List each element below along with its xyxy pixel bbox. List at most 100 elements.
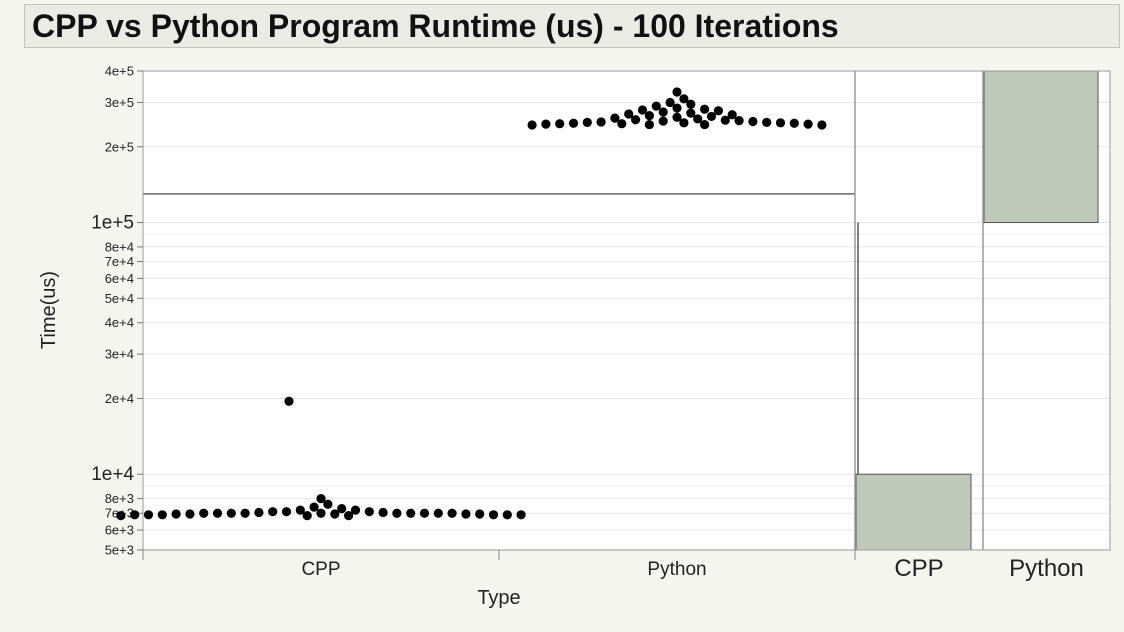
data-point-python bbox=[610, 113, 620, 123]
data-point-python bbox=[658, 107, 668, 117]
data-point-python bbox=[700, 119, 710, 130]
data-point-python bbox=[541, 119, 551, 129]
data-point-python bbox=[727, 110, 737, 120]
data-point-cpp bbox=[516, 510, 526, 520]
data-point-python bbox=[817, 120, 827, 130]
data-point-python bbox=[762, 117, 772, 127]
data-point-cpp bbox=[268, 507, 278, 517]
data-point-python bbox=[679, 118, 689, 128]
data-point-cpp bbox=[130, 510, 140, 520]
y-tick-label: 1e+5 bbox=[91, 213, 134, 234]
data-point-python bbox=[527, 120, 537, 130]
data-point-python bbox=[700, 104, 710, 114]
data-point-python bbox=[775, 118, 786, 128]
data-point-cpp bbox=[316, 494, 326, 504]
data-point-python bbox=[679, 94, 689, 104]
y-tick-label: 2e+5 bbox=[105, 139, 134, 154]
y-tick-label: 8e+4 bbox=[105, 239, 134, 254]
data-point-cpp bbox=[284, 396, 294, 406]
data-point-python bbox=[686, 99, 696, 109]
y-tick-label: 6e+3 bbox=[105, 523, 134, 538]
data-point-python bbox=[617, 119, 627, 129]
data-point-python bbox=[672, 112, 682, 122]
data-point-python bbox=[789, 118, 799, 128]
y-tick-label: 6e+4 bbox=[105, 271, 134, 286]
data-point-cpp bbox=[281, 507, 292, 517]
data-point-cpp bbox=[350, 505, 361, 515]
x-tick-label: CPP bbox=[301, 559, 340, 580]
data-point-cpp bbox=[337, 504, 347, 514]
data-point-python bbox=[713, 106, 724, 116]
data-point-python bbox=[637, 105, 648, 115]
y-tick-label: 7e+4 bbox=[105, 254, 134, 269]
chart-title-box: CPP vs Python Program Runtime (us) - 100… bbox=[24, 4, 1120, 48]
main-plot-area bbox=[143, 71, 855, 550]
data-point-python bbox=[644, 110, 655, 121]
range-bar-cpp bbox=[855, 473, 972, 551]
y-tick-label: 5e+4 bbox=[105, 291, 134, 306]
y-tick-label: 3e+5 bbox=[105, 95, 134, 110]
data-point-python bbox=[686, 108, 696, 118]
data-point-cpp bbox=[254, 507, 264, 518]
data-point-cpp bbox=[433, 508, 443, 518]
data-point-cpp bbox=[199, 508, 209, 518]
data-point-cpp bbox=[185, 509, 195, 519]
data-point-cpp bbox=[392, 508, 402, 518]
data-point-cpp bbox=[226, 508, 236, 518]
data-point-python bbox=[631, 115, 641, 125]
side-panel-label: Python bbox=[1009, 555, 1084, 582]
data-point-cpp bbox=[316, 508, 326, 518]
data-point-cpp bbox=[364, 507, 374, 517]
data-point-cpp bbox=[171, 509, 181, 519]
y-tick-label: 4e+5 bbox=[105, 64, 134, 79]
data-point-cpp bbox=[461, 509, 471, 519]
data-point-python bbox=[803, 119, 813, 129]
plot-frame bbox=[142, 70, 1111, 551]
data-point-python bbox=[748, 116, 758, 127]
data-point-cpp bbox=[447, 508, 457, 518]
chart-title: CPP vs Python Program Runtime (us) - 100… bbox=[32, 7, 839, 44]
y-tick-label: 8e+3 bbox=[105, 491, 134, 506]
y-tick-label: 5e+3 bbox=[105, 543, 134, 558]
data-point-cpp bbox=[116, 510, 126, 521]
data-point-cpp bbox=[406, 508, 416, 518]
data-point-python bbox=[693, 114, 703, 124]
y-tick-label: 1e+4 bbox=[91, 464, 134, 485]
data-point-cpp bbox=[240, 508, 250, 518]
data-point-cpp bbox=[295, 505, 305, 515]
data-point-cpp bbox=[502, 510, 512, 520]
data-point-python bbox=[672, 103, 682, 113]
x-tick-label: Python bbox=[647, 559, 706, 580]
x-axis-label: Type bbox=[477, 587, 520, 609]
data-point-python bbox=[596, 117, 606, 127]
data-point-cpp bbox=[323, 499, 333, 509]
data-point-cpp bbox=[378, 507, 388, 518]
data-point-cpp bbox=[143, 510, 154, 520]
data-point-cpp bbox=[330, 509, 340, 519]
data-point-python bbox=[582, 117, 592, 127]
data-point-python bbox=[706, 111, 717, 122]
data-point-cpp bbox=[157, 510, 167, 520]
data-point-cpp bbox=[302, 510, 312, 521]
data-point-python bbox=[720, 115, 730, 125]
data-point-cpp bbox=[344, 510, 354, 521]
data-point-cpp bbox=[488, 510, 499, 520]
data-point-python bbox=[651, 101, 661, 111]
data-point-python bbox=[665, 97, 675, 108]
y-tick-label: 2e+4 bbox=[105, 391, 134, 406]
side-panel-label: CPP bbox=[894, 555, 943, 582]
data-point-python bbox=[644, 119, 655, 130]
data-point-cpp bbox=[309, 502, 319, 512]
range-bar-python bbox=[983, 70, 1099, 224]
data-point-python bbox=[734, 116, 744, 126]
data-point-python bbox=[555, 119, 565, 129]
y-tick-label: 3e+4 bbox=[105, 347, 134, 362]
data-point-python bbox=[568, 118, 579, 128]
data-point-cpp bbox=[419, 508, 430, 518]
data-point-python bbox=[658, 116, 668, 126]
y-tick-label: 4e+4 bbox=[105, 315, 134, 330]
data-point-cpp bbox=[212, 508, 223, 518]
data-point-python bbox=[624, 109, 634, 119]
y-axis-label: Time(us) bbox=[38, 271, 60, 349]
